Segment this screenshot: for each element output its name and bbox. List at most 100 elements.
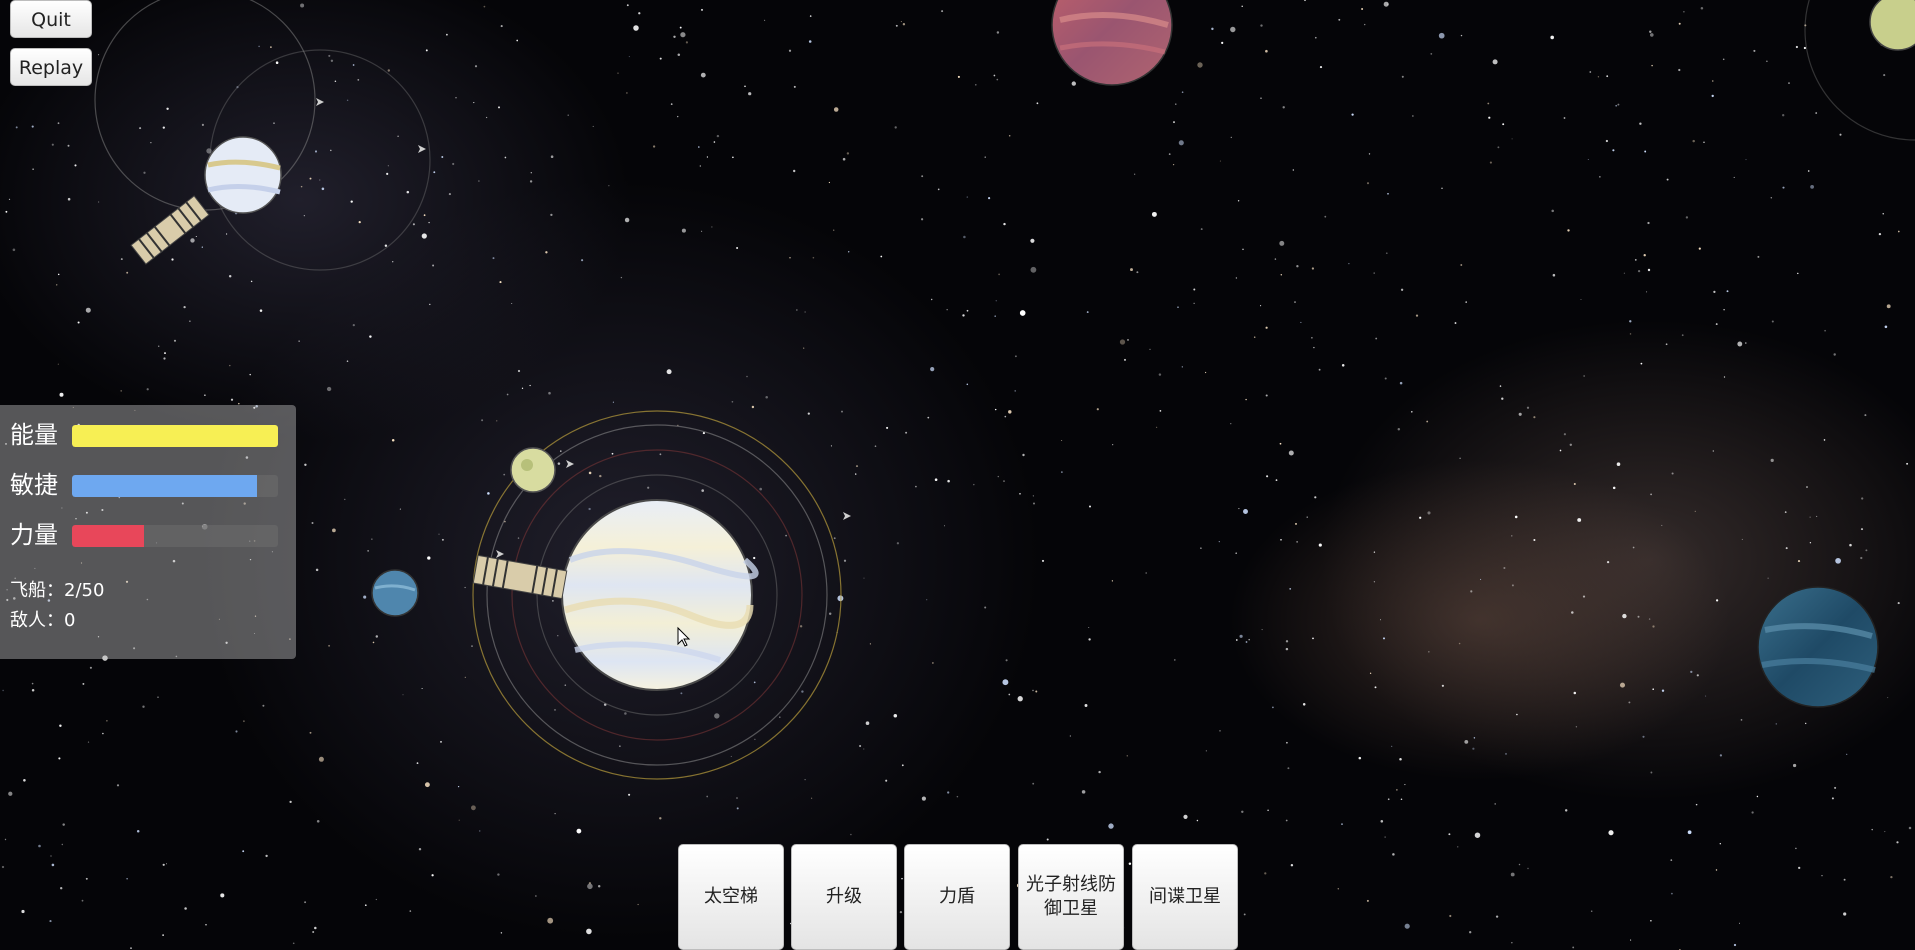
star	[243, 720, 245, 723]
upgrade-button[interactable]: 升级	[791, 844, 897, 950]
star	[659, 57, 662, 60]
planet-icon[interactable]	[1051, 0, 1173, 86]
force-shield-button[interactable]: 力盾	[904, 844, 1010, 950]
planet-icon[interactable]	[1757, 586, 1879, 708]
star	[146, 598, 149, 601]
star	[464, 586, 466, 589]
star	[312, 930, 315, 934]
star	[421, 687, 423, 690]
star	[471, 645, 473, 647]
star	[102, 732, 104, 735]
satellite-icon[interactable]	[472, 554, 568, 600]
star	[499, 281, 502, 284]
planet-icon[interactable]	[510, 447, 556, 493]
star	[1896, 841, 1899, 844]
star	[1235, 639, 1238, 641]
replay-button[interactable]: Replay	[10, 48, 92, 86]
quit-button[interactable]: Quit	[10, 0, 92, 38]
star	[1245, 641, 1248, 643]
star	[504, 156, 507, 159]
star	[1473, 737, 1476, 739]
star	[1003, 222, 1006, 226]
star	[1387, 3, 1389, 5]
star	[201, 246, 203, 248]
star	[496, 420, 498, 422]
spy-satellite-button[interactable]: 间谍卫星	[1132, 844, 1238, 950]
star	[1200, 228, 1203, 231]
star	[1061, 439, 1063, 442]
star	[1235, 552, 1237, 554]
star	[242, 850, 245, 853]
star	[464, 676, 466, 679]
star	[8, 198, 11, 201]
star	[392, 261, 394, 263]
star	[1643, 254, 1646, 257]
spaceship-icon	[316, 98, 851, 558]
star	[1784, 511, 1787, 513]
star	[384, 244, 388, 247]
star	[402, 694, 404, 696]
photon-defense-satellite-button[interactable]: 光子射线防御卫星	[1018, 844, 1124, 950]
star	[1797, 560, 1801, 563]
star	[1640, 362, 1643, 365]
planet-icon[interactable]	[204, 136, 282, 214]
star	[172, 559, 176, 563]
satellite-icon[interactable]	[130, 195, 210, 265]
planet-icon[interactable]	[1869, 0, 1915, 51]
star	[1878, 232, 1882, 236]
star	[1665, 343, 1668, 346]
star	[80, 562, 83, 564]
star	[1795, 847, 1797, 850]
star	[1809, 542, 1812, 544]
star	[736, 247, 739, 249]
star	[751, 405, 755, 409]
star	[21, 909, 25, 914]
star	[1815, 112, 1818, 114]
planet-icon[interactable]	[371, 569, 419, 617]
star	[1361, 8, 1364, 10]
star	[346, 360, 349, 362]
star	[1324, 215, 1327, 218]
star	[1788, 82, 1790, 84]
star	[441, 538, 444, 541]
star	[1782, 186, 1785, 189]
star	[1733, 943, 1737, 947]
star	[1770, 458, 1774, 463]
star	[843, 559, 847, 562]
star	[736, 807, 739, 810]
star	[228, 275, 232, 278]
star	[34, 567, 36, 569]
star	[1032, 495, 1034, 497]
star	[1096, 408, 1099, 411]
star	[85, 511, 88, 514]
star	[1740, 719, 1743, 721]
star	[1119, 339, 1126, 345]
star	[679, 26, 682, 29]
star	[997, 475, 999, 478]
star	[1861, 497, 1864, 500]
star	[809, 15, 812, 17]
star	[1637, 615, 1640, 618]
star	[1573, 482, 1576, 486]
star	[81, 899, 84, 902]
planet-icon[interactable]	[561, 499, 759, 691]
star	[357, 78, 360, 81]
star	[1648, 618, 1651, 620]
star	[1700, 7, 1704, 10]
star	[1751, 811, 1754, 814]
star	[1022, 453, 1025, 457]
star	[1597, 76, 1600, 78]
star	[120, 258, 123, 261]
star	[271, 551, 273, 553]
star	[441, 156, 444, 158]
star	[1181, 91, 1184, 94]
star	[554, 709, 556, 711]
star	[1287, 767, 1290, 770]
star	[1241, 810, 1244, 814]
space-elevator-button[interactable]: 太空梯	[678, 844, 784, 950]
star	[1380, 820, 1384, 823]
star	[930, 298, 933, 301]
star	[1218, 541, 1220, 543]
star	[885, 779, 888, 782]
star	[428, 221, 430, 224]
